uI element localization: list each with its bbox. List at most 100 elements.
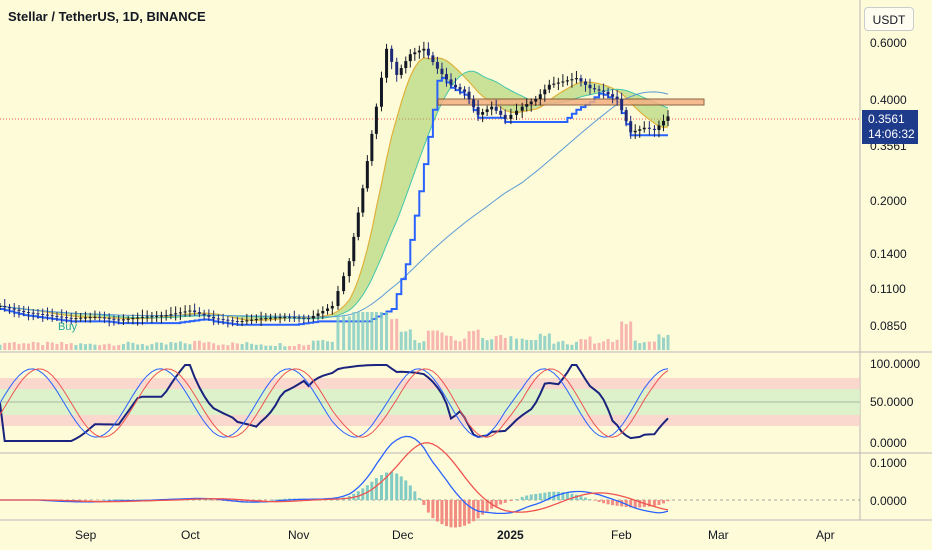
volume-bar bbox=[193, 341, 197, 350]
candle-body bbox=[556, 82, 560, 84]
candle-body bbox=[579, 78, 583, 82]
volume-bar bbox=[159, 342, 163, 350]
macd-histogram-bar bbox=[620, 500, 624, 507]
last-price-value: 0.3561 bbox=[868, 112, 905, 126]
last-price-tag: 0.3561 14:06:32 bbox=[862, 110, 918, 144]
candle-body bbox=[431, 55, 435, 63]
volume-bar bbox=[207, 341, 211, 350]
candle-body bbox=[454, 84, 458, 88]
macd-histogram-bar bbox=[264, 500, 268, 501]
volume-bar bbox=[399, 331, 403, 350]
candle-body bbox=[529, 101, 533, 105]
macd-histogram-bar bbox=[131, 499, 135, 500]
volume-bar bbox=[529, 340, 533, 350]
candle-body bbox=[102, 317, 106, 319]
volume-bar bbox=[606, 339, 610, 350]
x-tick-label: 2025 bbox=[497, 528, 524, 542]
y-tick-label: 0.1100 bbox=[870, 282, 906, 296]
candle-body bbox=[69, 317, 73, 319]
volume-bar bbox=[197, 340, 201, 350]
macd-histogram-bar bbox=[140, 499, 144, 501]
volume-bar bbox=[390, 319, 394, 350]
volume-bar bbox=[552, 343, 556, 350]
volume-bar bbox=[579, 339, 583, 350]
macd-histogram-bar bbox=[647, 500, 651, 507]
candle-body bbox=[7, 307, 11, 309]
volume-bar bbox=[395, 318, 399, 350]
candle-body bbox=[365, 161, 369, 189]
candle-body bbox=[629, 121, 633, 133]
volume-bar bbox=[440, 332, 444, 350]
candle-body bbox=[647, 127, 651, 129]
volume-bar bbox=[288, 345, 292, 350]
candle-body bbox=[188, 310, 192, 312]
volume-bar bbox=[302, 345, 306, 350]
volume-bar bbox=[259, 344, 263, 350]
candle-body bbox=[226, 319, 230, 321]
macd-histogram-bar bbox=[529, 494, 533, 500]
candle-body bbox=[565, 80, 569, 82]
macd-histogram-bar bbox=[121, 499, 125, 500]
candle-body bbox=[356, 212, 360, 237]
macd-histogram-bar bbox=[207, 499, 211, 501]
macd-histogram-bar bbox=[454, 500, 458, 528]
macd-layer bbox=[0, 435, 670, 528]
volume-bar bbox=[297, 343, 301, 350]
volume-bar bbox=[520, 338, 524, 350]
candle-body bbox=[155, 315, 159, 317]
volume-bar bbox=[379, 312, 383, 350]
price-panel bbox=[0, 0, 860, 352]
y-tick-label: 0.1400 bbox=[870, 247, 907, 261]
rsi-tick-label: 100.0000 bbox=[870, 357, 920, 371]
currency-button[interactable]: USDT bbox=[864, 7, 914, 31]
volume-bar bbox=[347, 316, 351, 350]
candle-body bbox=[570, 79, 574, 81]
macd-histogram-bar bbox=[259, 500, 263, 501]
volume-bar bbox=[503, 337, 507, 350]
volume-bar bbox=[283, 346, 287, 350]
rsi-tick-label: 0.0000 bbox=[870, 436, 907, 450]
candle-body bbox=[164, 315, 168, 317]
candle-body bbox=[515, 110, 519, 115]
macd-histogram-bar bbox=[467, 500, 471, 524]
candle-body bbox=[150, 316, 154, 318]
candle-body bbox=[136, 317, 140, 319]
volume-bar bbox=[31, 341, 35, 350]
candle-body bbox=[472, 99, 476, 108]
volume-bar bbox=[12, 342, 16, 350]
candle-body bbox=[278, 317, 282, 319]
candle-body bbox=[83, 317, 87, 319]
volume-bar bbox=[365, 312, 369, 350]
rsi-layer bbox=[0, 364, 669, 442]
macd-histogram-bar bbox=[269, 499, 273, 501]
volume-bar bbox=[60, 342, 64, 350]
volume-bar bbox=[107, 343, 111, 350]
candle-body bbox=[408, 54, 412, 62]
y-tick-label: 0.2000 bbox=[870, 194, 907, 208]
macd-histogram-bar bbox=[565, 492, 569, 500]
volume-bar bbox=[330, 341, 334, 350]
volume-bar bbox=[361, 312, 365, 350]
macd-histogram-bar bbox=[476, 500, 480, 519]
candle-body bbox=[422, 48, 426, 51]
rsi-overbought-band bbox=[0, 378, 860, 389]
volume-bar bbox=[556, 341, 560, 350]
candle-body bbox=[259, 318, 263, 320]
candle-body bbox=[538, 94, 542, 100]
volume-bar bbox=[178, 341, 182, 350]
volume-bar bbox=[385, 312, 389, 350]
volume-bar bbox=[588, 336, 592, 350]
volume-bar bbox=[534, 340, 538, 350]
volume-bar bbox=[26, 343, 30, 350]
macd-histogram-bar bbox=[503, 500, 507, 503]
volume-bar bbox=[136, 344, 140, 350]
stoch-d-line bbox=[0, 368, 669, 438]
macd-histogram-bar bbox=[408, 485, 412, 500]
volume-bar bbox=[140, 344, 144, 350]
candle-body bbox=[12, 308, 16, 310]
volume-bar bbox=[666, 334, 670, 350]
candle-body bbox=[370, 133, 374, 162]
volume-bar bbox=[273, 346, 277, 350]
macd-histogram-bar bbox=[515, 499, 519, 500]
